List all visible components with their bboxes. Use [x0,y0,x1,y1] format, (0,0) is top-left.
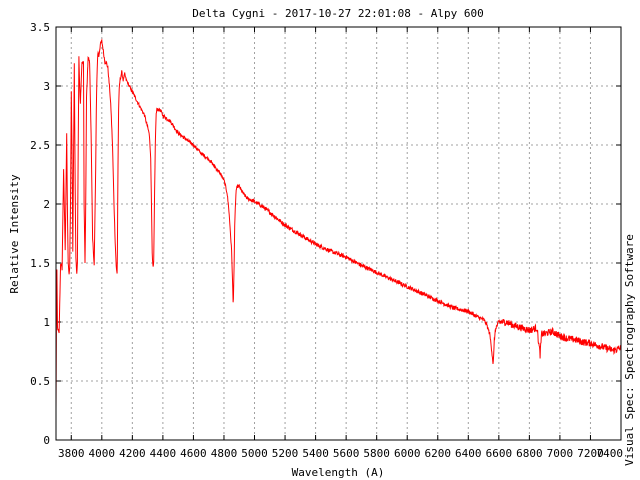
x-tick-label: 7200 [577,447,604,460]
x-tick-label: 6600 [486,447,513,460]
y-axis-label: Relative Intensity [8,174,21,294]
x-tick-label: 6400 [455,447,482,460]
y-tick-label: 2 [43,198,50,211]
x-tick-label: 4200 [119,447,146,460]
x-tick-label: 6800 [516,447,543,460]
y-tick-label: 3 [43,80,50,93]
x-tick-label: 7400 [597,447,624,460]
x-tick-label: 6200 [425,447,452,460]
chart-title: Delta Cygni - 2017-10-27 22:01:08 - Alpy… [192,7,483,20]
x-tick-label: 4000 [89,447,116,460]
plot-frame [55,26,622,441]
x-axis-ticks: 3800 4000 4200 4400 4600 4800 5000 5200 5400 5600… [58,27,623,460]
software-label: Visual Spec: Spectrography Software [623,234,636,466]
x-tick-label: 4800 [211,447,238,460]
x-tick-label: 3800 [58,447,85,460]
spectrum-line [55,38,622,411]
y-tick-label: 0.5 [30,375,50,388]
x-tick-label: 5200 [272,447,299,460]
x-tick-label: 5800 [363,447,390,460]
y-tick-label: 1 [43,316,50,329]
x-tick-label: 5000 [241,447,268,460]
x-tick-label: 4400 [150,447,177,460]
x-tick-label: 6000 [394,447,421,460]
y-tick-label: 3.5 [30,21,50,34]
x-tick-label: 5600 [333,447,360,460]
y-tick-label: 0 [43,434,50,447]
y-axis-ticks: 0 0.5 1 1.5 2 2.5 3 3.5 [30,21,621,447]
x-axis-label: Wavelength (A) [292,466,385,479]
x-tick-label: 7000 [547,447,574,460]
y-tick-label: 2.5 [30,139,50,152]
x-tick-label: 4600 [180,447,207,460]
grid-lines [56,27,621,440]
x-tick-label: 5400 [302,447,329,460]
y-tick-label: 1.5 [30,257,50,270]
